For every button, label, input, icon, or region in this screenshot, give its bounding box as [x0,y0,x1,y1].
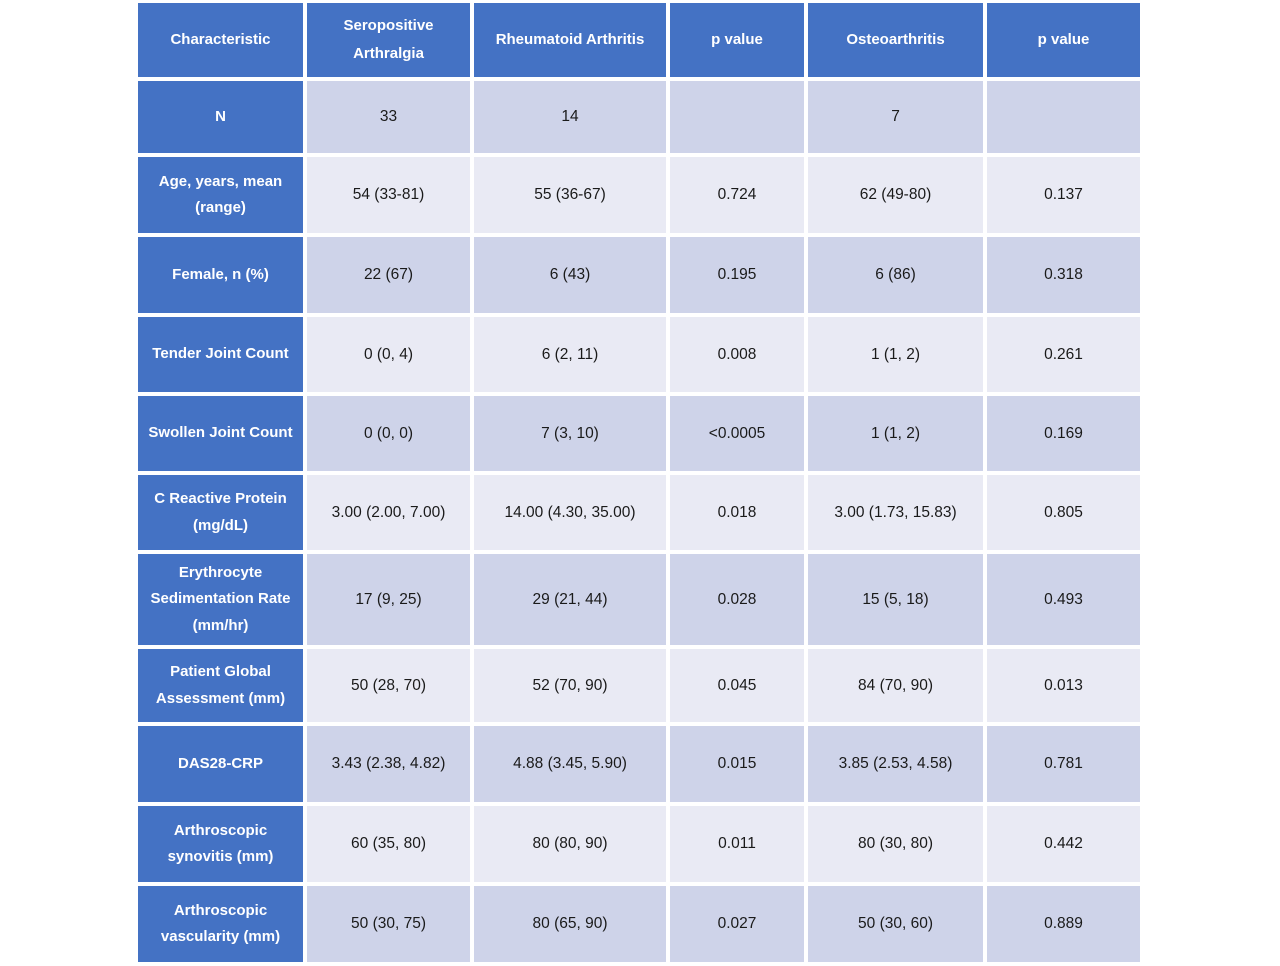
row-label-cell: Arthroscopic vascularity (mm) [138,886,303,962]
table-row: DAS28-CRP 3.43 (2.38, 4.82) 4.88 (3.45, 5.… [138,726,1140,802]
column-header-p-value-2: p value [987,3,1140,77]
table-row: C Reactive Protein (mg/dL) 3.00 (2.00, 7.… [138,475,1140,550]
data-cell: 80 (80, 90) [474,806,666,882]
data-cell: 1 (1, 2) [808,317,983,392]
row-label-cell: Arthroscopic synovitis (mm) [138,806,303,882]
column-header-rheumatoid-arthritis: Rheumatoid Arthritis [474,3,666,77]
row-label-cell: Female, n (%) [138,237,303,313]
data-cell: 0.015 [670,726,804,802]
data-cell: 50 (30, 60) [808,886,983,962]
table-row: Tender Joint Count 0 (0, 4) 6 (2, 11) 0.008… [138,317,1140,392]
data-cell: 54 (33-81) [307,157,470,233]
data-cell: 60 (35, 80) [307,806,470,882]
data-cell: 80 (65, 90) [474,886,666,962]
data-cell: 0.889 [987,886,1140,962]
row-label-cell: DAS28-CRP [138,726,303,802]
data-cell: 55 (36-67) [474,157,666,233]
data-cell: 33 [307,81,470,153]
data-cell: 7 [808,81,983,153]
data-cell: 0.028 [670,554,804,645]
data-cell: 1 (1, 2) [808,396,983,471]
table-header-row: Characteristic Seropositive Arthralgia R… [138,3,1140,77]
data-cell: 0.318 [987,237,1140,313]
column-header-characteristic: Characteristic [138,3,303,77]
column-header-seropositive-arthralgia: Seropositive Arthralgia [307,3,470,77]
table-body: N 33 14 7 Age, years, mean (range) 54 (33-81)… [138,81,1140,962]
characteristics-table: Characteristic Seropositive Arthralgia R… [138,3,1140,966]
data-cell: 6 (86) [808,237,983,313]
table-row: N 33 14 7 [138,81,1140,153]
row-label-cell: Patient Global Assessment (mm) [138,649,303,722]
data-cell: 6 (43) [474,237,666,313]
table-row: Arthroscopic vascularity (mm) 50 (30, 75)… [138,886,1140,962]
data-cell: 50 (30, 75) [307,886,470,962]
row-label-cell: C Reactive Protein (mg/dL) [138,475,303,550]
data-cell: 0.493 [987,554,1140,645]
data-cell: 0.261 [987,317,1140,392]
row-label-cell: Swollen Joint Count [138,396,303,471]
data-cell: 62 (49-80) [808,157,983,233]
data-cell: 0.137 [987,157,1140,233]
data-cell: 0.724 [670,157,804,233]
data-cell: 3.00 (1.73, 15.83) [808,475,983,550]
table-row: Swollen Joint Count 0 (0, 0) 7 (3, 10) <0.0… [138,396,1140,471]
data-cell: 0.045 [670,649,804,722]
data-cell: 50 (28, 70) [307,649,470,722]
row-label-cell: N [138,81,303,153]
data-cell [987,81,1140,153]
row-label-cell: Erythrocyte Sedimentation Rate (mm/hr) [138,554,303,645]
data-cell: 0.805 [987,475,1140,550]
table-row: Female, n (%) 22 (67) 6 (43) 0.195 6 (86) 0.3… [138,237,1140,313]
data-cell: 3.00 (2.00, 7.00) [307,475,470,550]
table-row: Age, years, mean (range) 54 (33-81) 55 (36… [138,157,1140,233]
data-cell [670,81,804,153]
data-cell: 0 (0, 4) [307,317,470,392]
column-header-p-value-1: p value [670,3,804,77]
data-cell: 0.781 [987,726,1140,802]
data-cell: 0.013 [987,649,1140,722]
data-cell: 7 (3, 10) [474,396,666,471]
row-label-cell: Age, years, mean (range) [138,157,303,233]
data-cell: 14 [474,81,666,153]
data-cell: 0.195 [670,237,804,313]
data-cell: 0.018 [670,475,804,550]
data-cell: 14.00 (4.30, 35.00) [474,475,666,550]
data-cell: 0 (0, 0) [307,396,470,471]
data-cell: 22 (67) [307,237,470,313]
data-cell: 3.43 (2.38, 4.82) [307,726,470,802]
data-cell: 15 (5, 18) [808,554,983,645]
data-cell: 0.169 [987,396,1140,471]
column-header-osteoarthritis: Osteoarthritis [808,3,983,77]
row-label-cell: Tender Joint Count [138,317,303,392]
data-cell: 17 (9, 25) [307,554,470,645]
table-row: Arthroscopic synovitis (mm) 60 (35, 80) 80… [138,806,1140,882]
data-cell: 0.027 [670,886,804,962]
data-cell: 80 (30, 80) [808,806,983,882]
data-cell: <0.0005 [670,396,804,471]
data-cell: 0.442 [987,806,1140,882]
data-cell: 0.011 [670,806,804,882]
table-row: Erythrocyte Sedimentation Rate (mm/hr) 17… [138,554,1140,645]
data-cell: 84 (70, 90) [808,649,983,722]
data-cell: 6 (2, 11) [474,317,666,392]
data-cell: 0.008 [670,317,804,392]
data-cell: 52 (70, 90) [474,649,666,722]
data-cell: 29 (21, 44) [474,554,666,645]
table-row: Patient Global Assessment (mm) 50 (28, 70… [138,649,1140,722]
data-cell: 4.88 (3.45, 5.90) [474,726,666,802]
data-cell: 3.85 (2.53, 4.58) [808,726,983,802]
